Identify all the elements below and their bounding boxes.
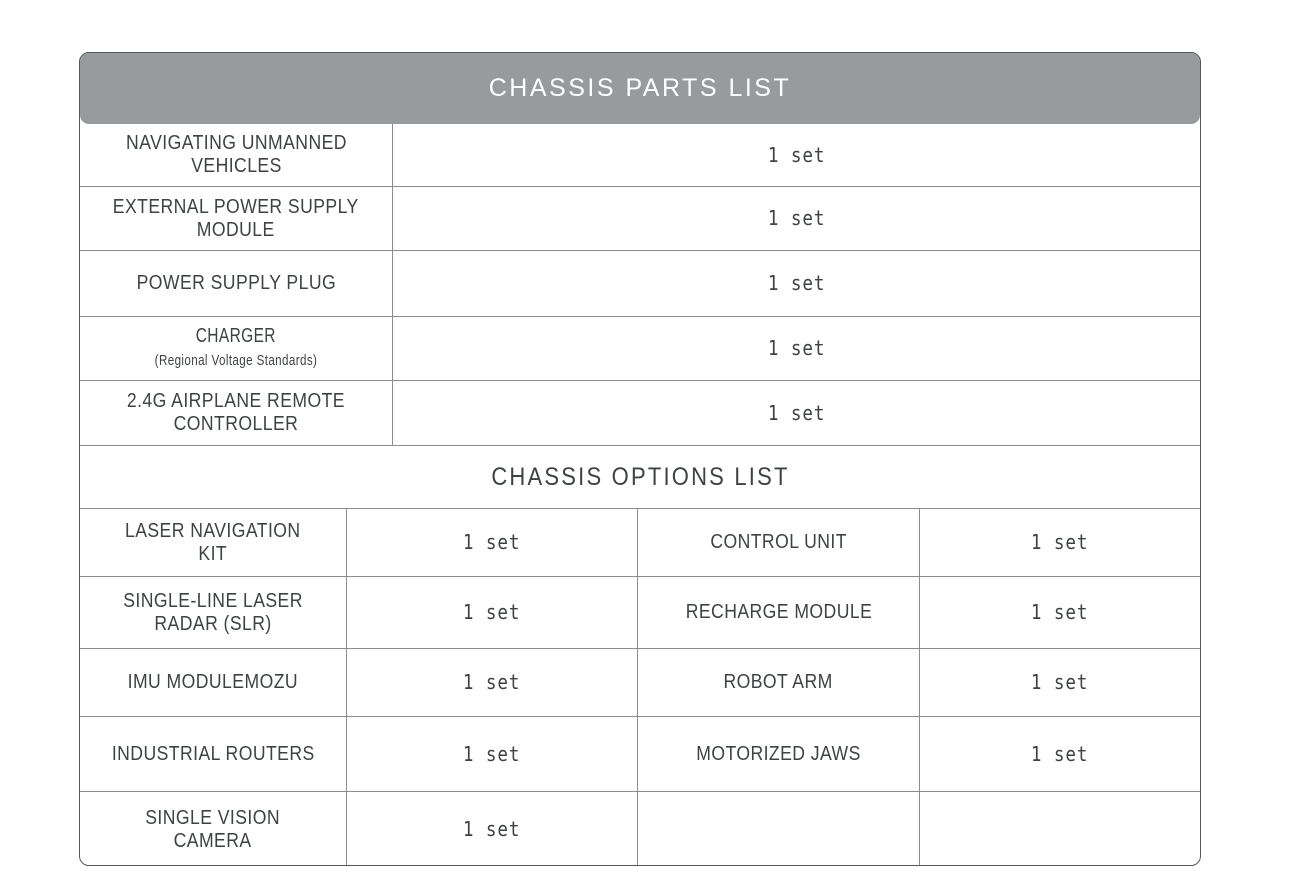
cell-text: 1 set xyxy=(767,142,826,167)
option-qty: 1 set xyxy=(346,649,637,716)
cell-text: 1 set xyxy=(767,336,826,360)
cell-text: SINGLE-LINE LASER RADAR (SLR) xyxy=(123,589,303,635)
cell-text: IMU MODULEMOZU xyxy=(127,671,299,693)
option-name: INDUSTRIAL ROUTERS xyxy=(80,717,346,791)
option-name: LASER NAVIGATION KIT xyxy=(80,509,346,576)
cell-text: MOTORIZED JAWS xyxy=(696,742,861,765)
part-name: 2.4G AIRPLANE REMOTE CONTROLLER xyxy=(80,381,392,445)
parts-row: CHARGER (Regional Voltage Standards) 1 set xyxy=(80,317,1200,381)
part-qty: 1 set xyxy=(392,187,1200,250)
cell-text: 1 set xyxy=(463,817,521,841)
cell-text: 1 set xyxy=(767,206,826,230)
part-qty: 1 set xyxy=(392,317,1200,380)
cell-text: 1 set xyxy=(463,600,521,624)
cell-text: NAVIGATING UNMANNED VEHICLES xyxy=(125,132,347,177)
part-qty: 1 set xyxy=(392,381,1200,445)
cell-text: CHARGER (Regional Voltage Standards) xyxy=(99,325,374,372)
options-row: IMU MODULEMOZU 1 set ROBOT ARM 1 set xyxy=(80,649,1200,717)
option-qty: 1 set xyxy=(346,509,637,576)
cell-text: 1 set xyxy=(767,400,826,425)
options-row: SINGLE VISION CAMERA 1 set xyxy=(80,792,1200,865)
parts-row: NAVIGATING UNMANNED VEHICLES 1 set xyxy=(80,124,1200,187)
cell-text: 2.4G AIRPLANE REMOTE CONTROLLER xyxy=(126,390,346,435)
option-qty: 1 set xyxy=(919,509,1200,576)
option-qty: 1 set xyxy=(346,792,637,865)
table-title: CHASSIS PARTS LIST xyxy=(80,53,1200,124)
option-name: MOTORIZED JAWS xyxy=(637,717,919,791)
cell-text: RECHARGE MODULE xyxy=(685,601,872,623)
part-name: EXTERNAL POWER SUPPLY MODULE xyxy=(80,187,392,250)
parts-row: EXTERNAL POWER SUPPLY MODULE 1 set xyxy=(80,187,1200,251)
option-name: SINGLE-LINE LASER RADAR (SLR) xyxy=(80,577,346,648)
options-row: SINGLE-LINE LASER RADAR (SLR) 1 set RECHAR… xyxy=(80,577,1200,649)
options-title: CHASSIS OPTIONS LIST xyxy=(80,446,1200,508)
cell-text: 1 set xyxy=(463,670,521,694)
cell-text: CONTROL UNIT xyxy=(710,531,847,553)
option-name: ROBOT ARM xyxy=(637,649,919,716)
options-row: LASER NAVIGATION KIT 1 set CONTROL UNIT 1 s… xyxy=(80,509,1200,577)
options-row: INDUSTRIAL ROUTERS 1 set MOTORIZED JAWS 1 s… xyxy=(80,717,1200,792)
cell-text: 1 set xyxy=(463,741,521,766)
option-name: SINGLE VISION CAMERA xyxy=(80,792,346,865)
cell-text: INDUSTRIAL ROUTERS xyxy=(111,742,315,765)
title-text: CHASSIS PARTS LIST xyxy=(488,74,792,102)
option-qty: 1 set xyxy=(919,717,1200,791)
option-name xyxy=(637,792,919,865)
cell-text: EXTERNAL POWER SUPPLY MODULE xyxy=(113,195,359,241)
option-qty: 1 set xyxy=(919,577,1200,648)
part-qty: 1 set xyxy=(392,251,1200,316)
cell-text: 1 set xyxy=(463,530,521,554)
option-qty: 1 set xyxy=(346,577,637,648)
option-qty xyxy=(919,792,1200,865)
part-name-text: CHARGER xyxy=(195,325,277,347)
cell-text: ROBOT ARM xyxy=(723,671,834,693)
option-name: RECHARGE MODULE xyxy=(637,577,919,648)
part-name: NAVIGATING UNMANNED VEHICLES xyxy=(80,124,392,186)
option-name: CONTROL UNIT xyxy=(637,509,919,576)
cell-text: 1 set xyxy=(1031,530,1089,554)
cell-text: POWER SUPPLY PLUG xyxy=(136,272,336,294)
parts-row: 2.4G AIRPLANE REMOTE CONTROLLER 1 set xyxy=(80,381,1200,446)
cell-text: LASER NAVIGATION KIT xyxy=(125,519,301,565)
part-note: (Regional Voltage Standards) xyxy=(154,352,318,369)
cell-text: 1 set xyxy=(1031,670,1089,694)
parts-row: POWER SUPPLY PLUG 1 set xyxy=(80,251,1200,317)
cell-text: 1 set xyxy=(1031,600,1089,624)
option-qty: 1 set xyxy=(919,649,1200,716)
option-name: IMU MODULEMOZU xyxy=(80,649,346,716)
option-qty: 1 set xyxy=(346,717,637,791)
part-qty: 1 set xyxy=(392,124,1200,186)
cell-text: CHASSIS OPTIONS LIST xyxy=(490,462,790,491)
options-header-row: CHASSIS OPTIONS LIST xyxy=(80,446,1200,509)
cell-text: 1 set xyxy=(767,271,826,295)
part-name: POWER SUPPLY PLUG xyxy=(80,251,392,316)
chassis-parts-table: CHASSIS PARTS LIST NAVIGATING UNMANNED V… xyxy=(79,52,1201,866)
cell-text: 1 set xyxy=(1031,741,1089,766)
part-name: CHARGER (Regional Voltage Standards) xyxy=(80,317,392,380)
cell-text: SINGLE VISION CAMERA xyxy=(145,806,281,852)
